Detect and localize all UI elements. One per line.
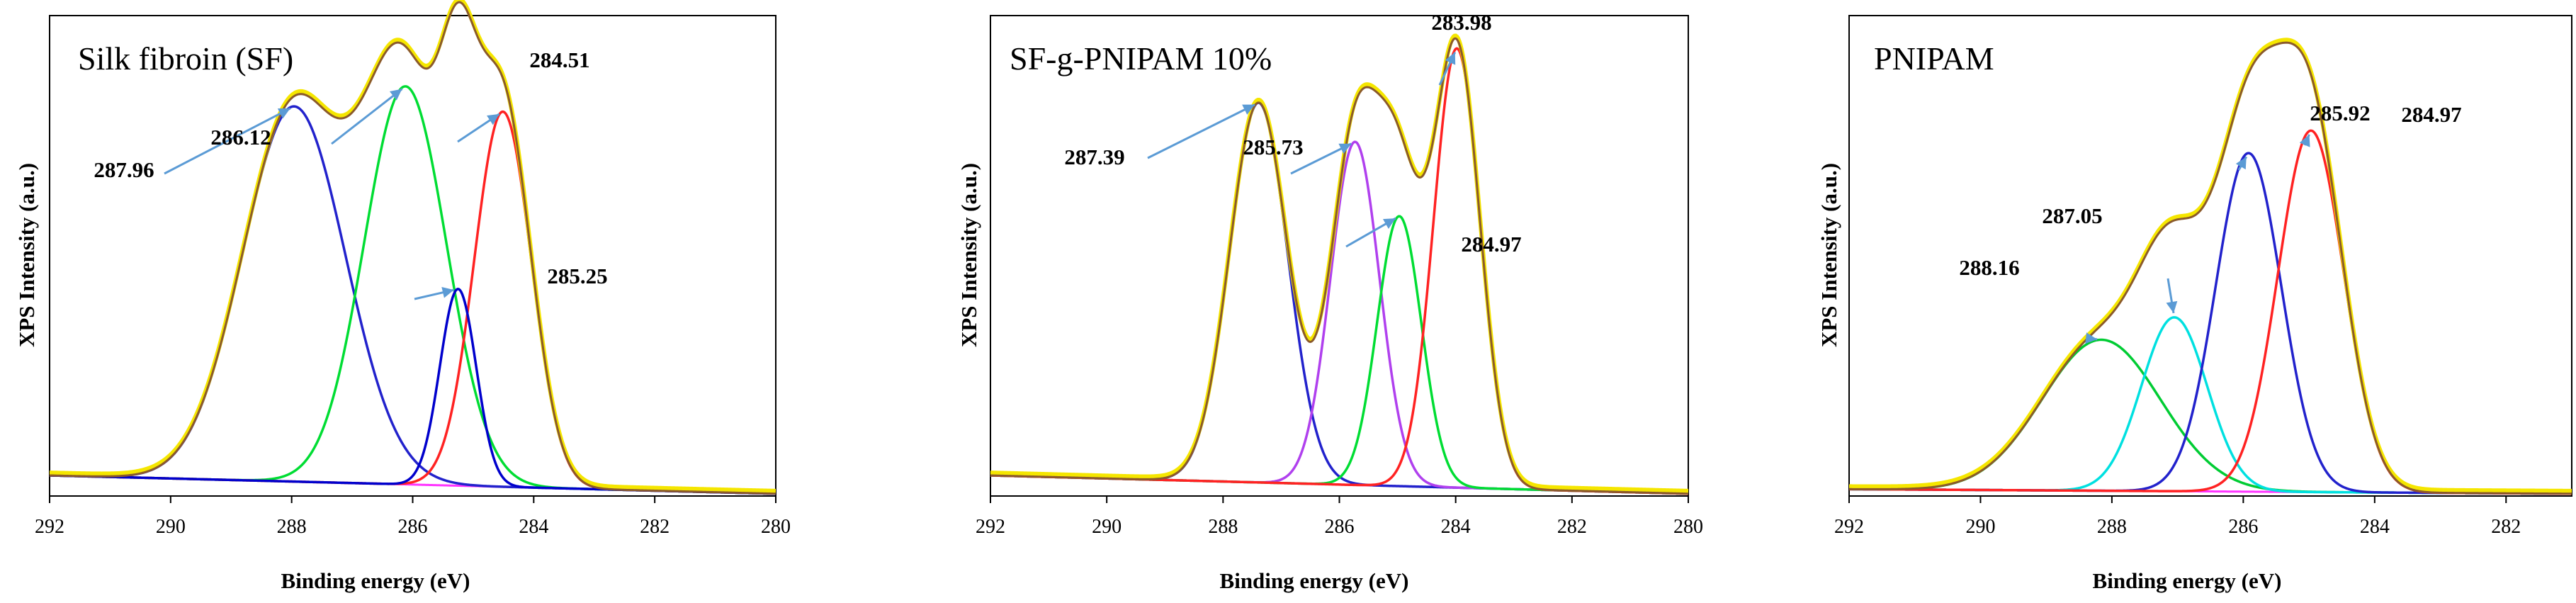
x-tick-label: 284: [2360, 516, 2390, 538]
x-tick-label: 282: [2491, 516, 2521, 538]
chart-panel-pnipam: PNIPAM Binding energy (eV) XPS Intensity…: [1817, 15, 2572, 593]
peak-label: 287.39: [1064, 145, 1124, 169]
raw-spectrum-curve: [990, 33, 1689, 493]
x-tick-label: 292: [1834, 516, 1864, 538]
envelope-fit-curve: [49, 1, 776, 495]
annotation-arrowhead: [2299, 134, 2310, 147]
peak-label: 285.92: [2310, 101, 2370, 125]
peak-label: 287.96: [94, 157, 154, 182]
annotation-arrowhead: [487, 113, 499, 125]
peak-label: 286.12: [210, 125, 271, 150]
peak-label: 284.97: [1461, 232, 1521, 257]
chart-panel-sf: Silk fibroin (SF) Binding energy (eV) XP…: [14, 0, 791, 593]
x-tick-label: 290: [1965, 516, 1995, 538]
x-tick-label: 280: [761, 516, 791, 538]
annotation-arrowhead: [1242, 104, 1255, 115]
peak-curve: [1848, 152, 2572, 495]
peak-curve: [1848, 338, 2572, 495]
annotation-arrowhead: [389, 89, 402, 101]
x-tick-label: 292: [35, 516, 64, 538]
y-axis-title: XPS Intensity (a.u.): [14, 163, 39, 347]
annotation-arrowhead: [2166, 300, 2178, 313]
chart-panel-sf-g-pnipam: SF-g-PNIPAM 10% Binding energy (eV) XPS …: [956, 10, 1703, 593]
x-tick-label: 282: [640, 516, 670, 538]
peak-curve: [49, 105, 776, 495]
x-tick-label: 290: [1092, 516, 1122, 538]
peak-label: 284.51: [529, 47, 589, 72]
x-tick-label: 284: [1441, 516, 1471, 538]
peak-label: 288.16: [1959, 255, 2019, 280]
peak-curve: [49, 85, 776, 495]
x-axis-title: Binding energy (eV): [2093, 568, 2282, 593]
x-tick-label: 292: [976, 516, 1005, 538]
x-tick-label: 288: [277, 516, 307, 538]
x-tick-label: 286: [2228, 516, 2258, 538]
peak-curve: [1848, 316, 2572, 495]
annotation-arrowhead: [1445, 52, 1456, 65]
annotation-arrow: [1147, 103, 1255, 159]
envelope-fit-curve: [1848, 41, 2572, 495]
annotation-arrowhead: [277, 108, 290, 119]
envelope-fit-curve: [990, 37, 1689, 495]
peak-curve: [990, 215, 1689, 495]
peak-label: 285.73: [1243, 135, 1303, 159]
annotation-arrow: [331, 88, 403, 145]
annotation-arrowhead: [1338, 143, 1352, 154]
annotation-arrowhead: [441, 286, 454, 298]
y-axis-title: XPS Intensity (a.u.): [1817, 163, 1841, 347]
peak-curve: [49, 110, 776, 495]
x-axis-title: Binding energy (eV): [1220, 568, 1409, 593]
x-tick-label: 290: [156, 516, 186, 538]
annotation-arrow: [164, 107, 291, 175]
x-tick-label: 286: [1325, 516, 1355, 538]
x-axis-title: Binding energy (eV): [281, 568, 470, 593]
peak-label: 284.97: [2401, 102, 2461, 127]
plot-frame: [49, 15, 776, 497]
peak-label: 283.98: [1431, 10, 1491, 35]
x-tick-label: 282: [1557, 516, 1587, 538]
peak-curve: [990, 47, 1689, 495]
x-tick-label: 280: [1673, 516, 1703, 538]
x-tick-label: 284: [519, 516, 548, 538]
x-tick-label: 288: [2097, 516, 2127, 538]
peak-label: 287.05: [2042, 203, 2102, 228]
raw-spectrum-curve: [1849, 38, 2572, 493]
x-tick-label: 286: [398, 516, 428, 538]
y-axis-title: XPS Intensity (a.u.): [956, 163, 981, 347]
chart-title: PNIPAM: [1874, 40, 1994, 77]
plot-frame: [990, 15, 1689, 497]
annotation-arrowhead: [2235, 157, 2247, 170]
peak-label: 285.25: [547, 264, 607, 288]
chart-title: Silk fibroin (SF): [78, 40, 293, 77]
annotation-arrowhead: [1382, 218, 1396, 229]
raw-spectrum-curve: [49, 0, 776, 493]
chart-title: SF-g-PNIPAM 10%: [1010, 40, 1272, 77]
x-tick-label: 288: [1208, 516, 1238, 538]
plot-frame: [1848, 15, 2572, 497]
annotation-arrowhead: [2085, 332, 2098, 344]
